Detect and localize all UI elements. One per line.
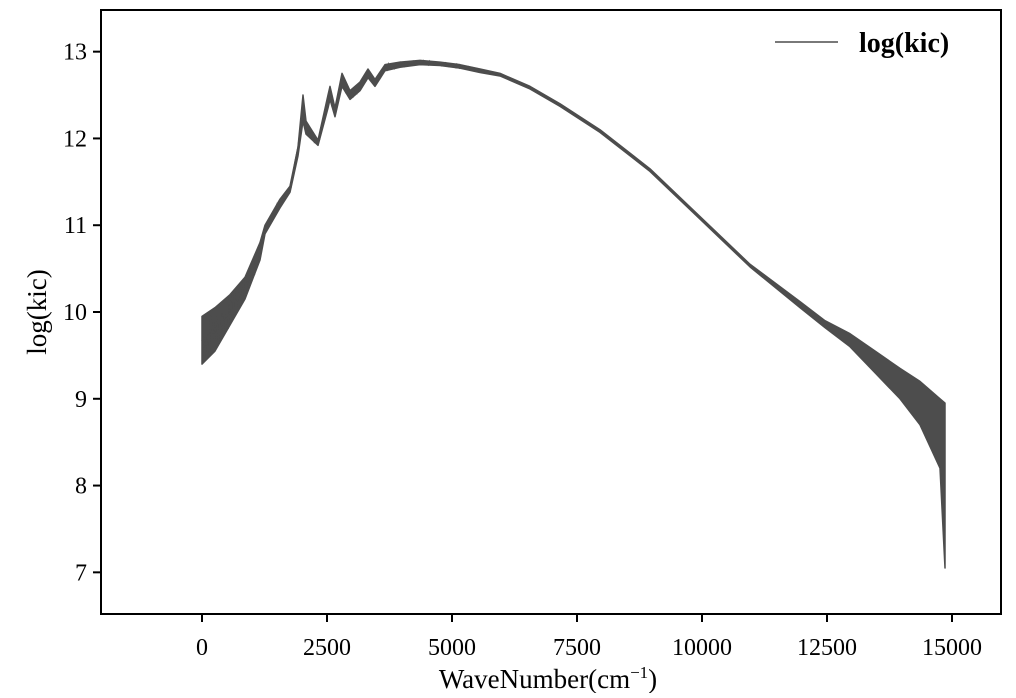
legend: log(kic) — [775, 28, 949, 59]
series-band-log-kic — [201, 59, 946, 569]
series-line-log-kic — [201, 59, 483, 357]
x-tick-label: 10000 — [672, 635, 732, 661]
y-tick-label: 10 — [63, 300, 87, 326]
y-tick-label: 8 — [75, 474, 87, 500]
series-layer — [201, 59, 946, 569]
y-axis: 7 8 9 10 11 12 13 — [63, 40, 101, 586]
x-axis-label: WaveNumber(cm−1) — [439, 663, 657, 693]
x-tick-label: 12500 — [797, 635, 857, 661]
legend-label: log(kic) — [859, 28, 949, 59]
x-tick-label: 0 — [196, 635, 208, 661]
y-axis-label: log(kic) — [22, 269, 52, 354]
x-tick-label: 7500 — [553, 635, 601, 661]
x-tick-label: 15000 — [922, 635, 982, 661]
y-tick-label: 7 — [75, 560, 87, 586]
y-tick-label: 11 — [64, 213, 87, 239]
y-tick-label: 9 — [75, 387, 87, 413]
x-tick-label: 2500 — [303, 635, 351, 661]
y-tick-label: 12 — [63, 126, 87, 152]
y-tick-label: 13 — [63, 40, 87, 66]
x-axis: 0 2500 5000 7500 10000 12500 15000 — [196, 614, 982, 661]
x-tick-label: 5000 — [428, 635, 476, 661]
